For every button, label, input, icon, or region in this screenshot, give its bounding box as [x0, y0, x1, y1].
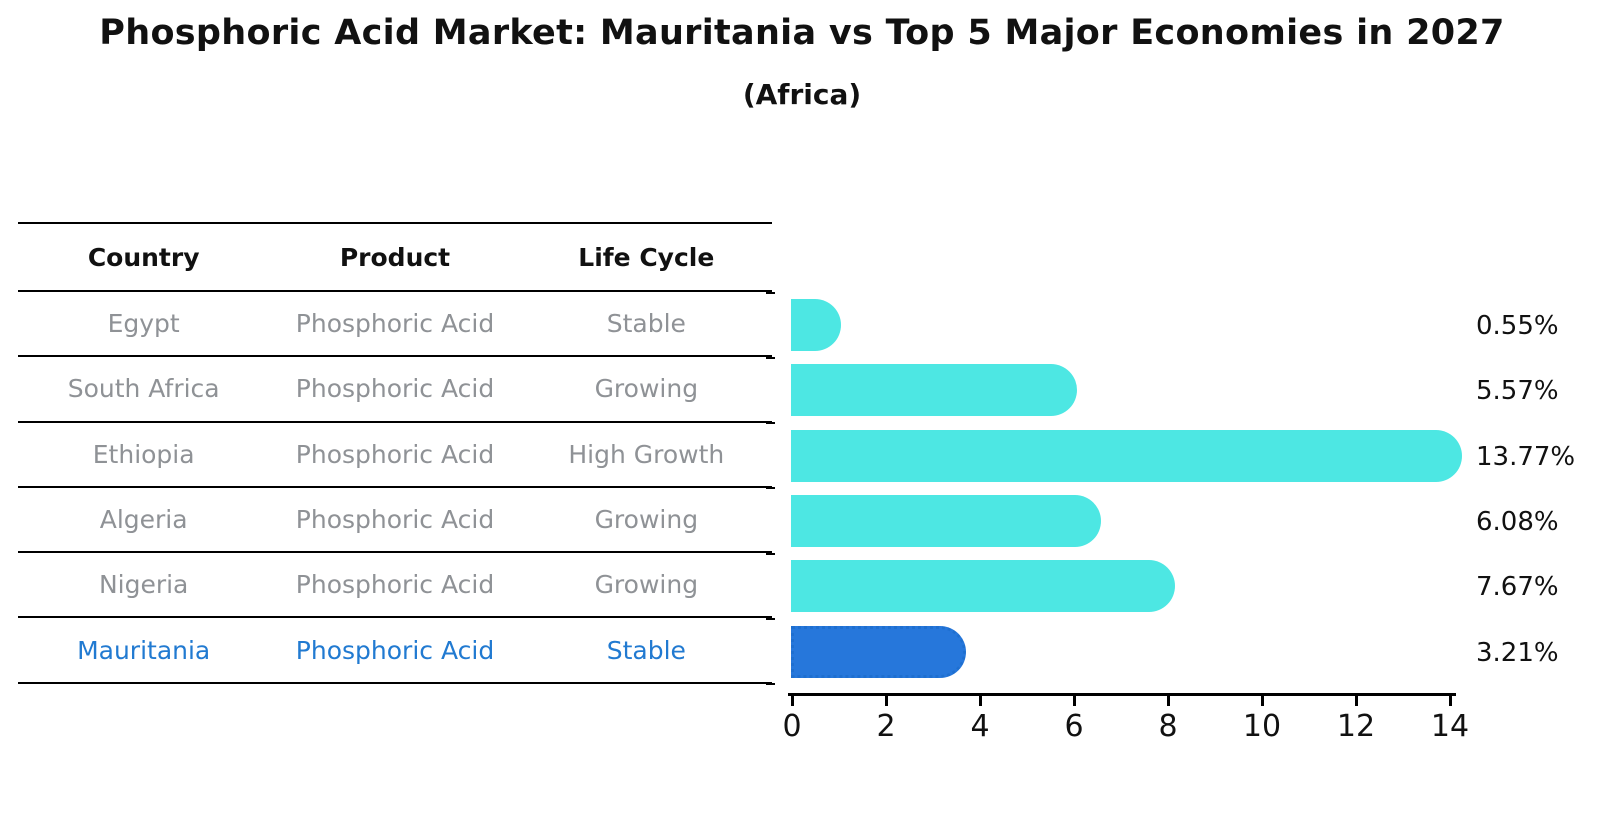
- life-cycle-cell-ethiopia: High Growth: [568, 439, 725, 469]
- bar-nigeria: [791, 560, 1176, 613]
- country-cell-ethiopia: Ethiopia: [92, 439, 195, 469]
- y-axis-tick-3: [766, 487, 775, 490]
- y-axis-tick-4: [766, 552, 775, 555]
- value-label-south-africa: 5.57%: [1476, 376, 1559, 407]
- country-cell-egypt: Egypt: [107, 309, 180, 339]
- chart-title: Phosphoric Acid Market: Mauritania vs To…: [99, 13, 1505, 53]
- product-cell-algeria: Phosphoric Acid: [295, 505, 495, 535]
- life-cycle-cell-south-africa: Growing: [594, 374, 699, 404]
- table-row-egypt: Egypt Phosphoric Acid Stable: [18, 292, 772, 358]
- x-axis-tick-label-2: 2: [876, 708, 896, 744]
- column-header-product: Product: [339, 242, 451, 272]
- x-axis-tick-label-10: 10: [1242, 708, 1282, 744]
- x-axis-tick-label-14: 14: [1430, 708, 1470, 744]
- bar-ethiopia: [791, 429, 1463, 482]
- life-cycle-cell-nigeria: Growing: [594, 570, 699, 600]
- table-row-south-africa: South Africa Phosphoric Acid Growing: [18, 357, 772, 423]
- x-axis-line: [788, 692, 1456, 696]
- chart-subtitle: (Africa): [742, 78, 862, 111]
- country-cell-nigeria: Nigeria: [98, 570, 189, 600]
- bar-algeria: [791, 495, 1101, 548]
- table-row-nigeria: Nigeria Phosphoric Acid Growing: [18, 553, 772, 619]
- bar-south-africa: [791, 364, 1077, 417]
- product-cell-egypt: Phosphoric Acid: [295, 309, 495, 339]
- product-cell-mauritania: Phosphoric Acid: [295, 635, 495, 665]
- table-row-ethiopia: Ethiopia Phosphoric Acid High Growth: [18, 423, 772, 488]
- country-cell-mauritania: Mauritania: [77, 635, 211, 665]
- x-axis-tick-label-12: 12: [1336, 708, 1376, 744]
- y-axis-tick-0: [766, 291, 775, 294]
- x-axis-tick-4: [978, 695, 982, 706]
- x-axis-tick-0: [790, 695, 794, 706]
- x-axis-tick-8: [1166, 695, 1170, 706]
- table-header-row: Country Product Life Cycle: [18, 222, 772, 292]
- x-axis-tick-label-0: 0: [782, 708, 802, 744]
- table-body: Egypt Phosphoric Acid Stable South Africa Ph…: [18, 292, 772, 684]
- bar-egypt: [791, 299, 841, 352]
- table-row-algeria: Algeria Phosphoric Acid Growing: [18, 488, 772, 554]
- x-axis-tick-14: [1448, 695, 1452, 706]
- x-axis-tick-6: [1072, 695, 1076, 706]
- x-axis-tick-10: [1260, 695, 1264, 706]
- product-cell-south-africa: Phosphoric Acid: [295, 374, 495, 404]
- life-cycle-cell-mauritania: Stable: [606, 635, 686, 665]
- table-row-mauritania: Mauritania Phosphoric Acid Stable: [18, 618, 772, 684]
- country-cell-south-africa: South Africa: [67, 374, 220, 404]
- y-axis-tick-5: [766, 618, 775, 620]
- column-header-life-cycle: Life Cycle: [578, 242, 715, 272]
- y-axis-tick-6: [766, 683, 775, 686]
- x-axis-tick-label-4: 4: [970, 708, 990, 744]
- y-axis-tick-1: [766, 356, 775, 359]
- life-cycle-cell-egypt: Stable: [606, 309, 686, 339]
- value-label-nigeria: 7.67%: [1476, 572, 1559, 603]
- x-axis-tick-2: [884, 695, 888, 706]
- value-label-mauritania: 3.21%: [1476, 637, 1559, 668]
- value-label-egypt: 0.55%: [1476, 311, 1559, 342]
- country-table: Country Product Life Cycle Egypt Phosphoric…: [18, 222, 772, 684]
- value-label-ethiopia: 13.77%: [1476, 441, 1576, 472]
- x-axis-tick-label-8: 8: [1158, 708, 1178, 744]
- x-axis-tick-12: [1354, 695, 1358, 706]
- bar-mauritania: [791, 625, 966, 678]
- column-header-country: Country: [87, 242, 200, 272]
- life-cycle-cell-algeria: Growing: [594, 505, 699, 535]
- x-axis-tick-label-6: 6: [1064, 708, 1084, 744]
- value-label-algeria: 6.08%: [1476, 507, 1559, 538]
- product-cell-ethiopia: Phosphoric Acid: [295, 439, 495, 469]
- country-cell-algeria: Algeria: [99, 505, 188, 535]
- y-axis-tick-2: [766, 422, 775, 425]
- product-cell-nigeria: Phosphoric Acid: [295, 570, 495, 600]
